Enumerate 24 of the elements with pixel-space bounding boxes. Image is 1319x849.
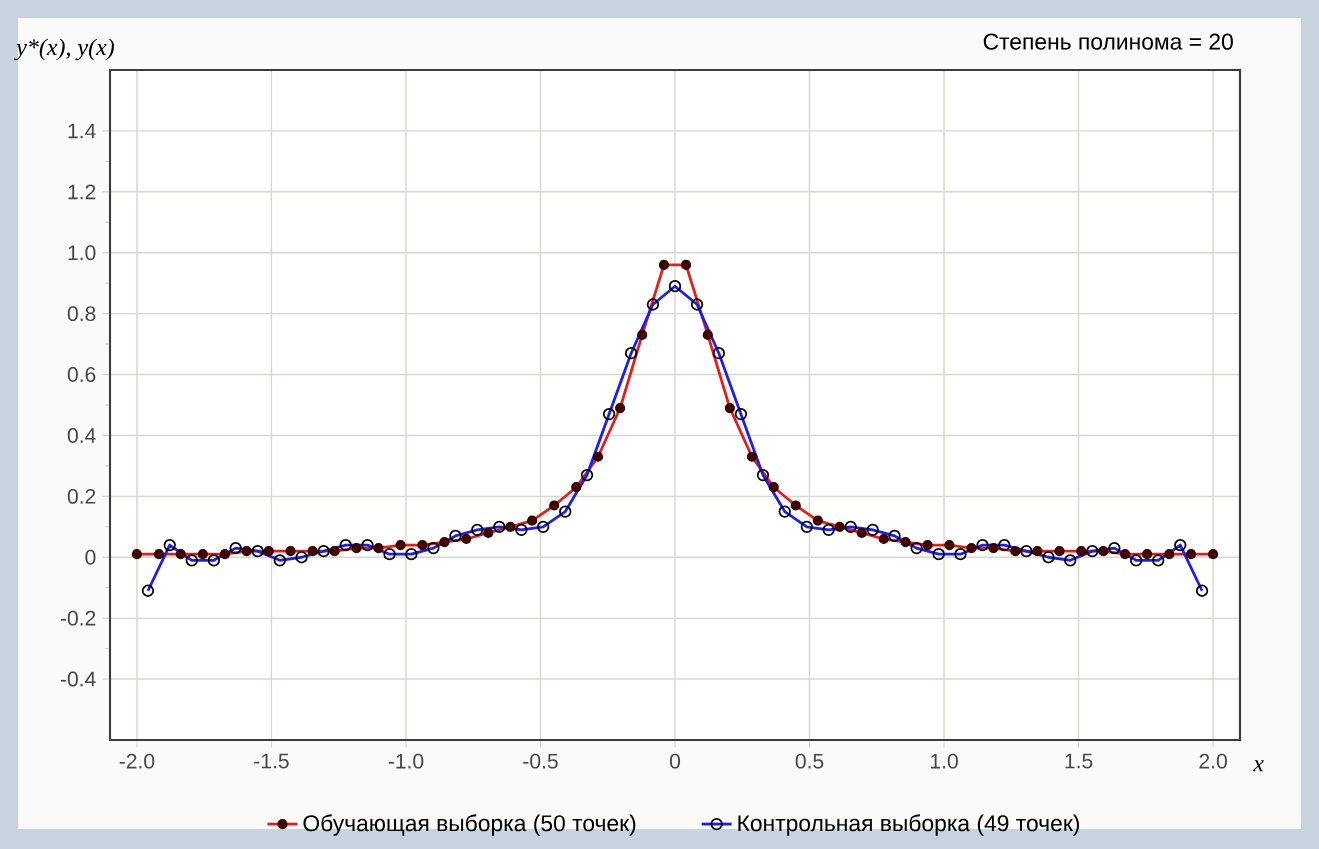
x-tick-label: -0.5 [523,753,558,769]
x-axis-title: x [1252,760,1264,772]
y-tick-label: -0.2 [60,610,96,626]
y-tick-label: -0.4 [60,671,96,687]
legend-label: Обучающая выборка (50 точек) [303,814,636,836]
x-tick-label: 1.5 [1065,753,1093,769]
x-tick-label: 0 [669,753,681,769]
y-tick-label: 0 [85,549,96,565]
x-tick-label: -1.5 [254,753,289,769]
x-tick-label: -1.0 [388,753,424,769]
y-tick-label: 1.2 [68,184,96,200]
legend-label: Контрольная выборка (49 точек) [738,814,1079,836]
x-tick-label: 2.0 [1199,753,1227,769]
x-tick-label: 0.5 [795,753,824,769]
y-tick-label: 1.4 [68,123,96,139]
chart-title: Степень полинома = 20 [983,33,1233,50]
y-tick-label: 0.8 [67,306,96,322]
x-tick-label: -2.0 [119,753,155,769]
y-tick-label: 0.6 [67,367,96,382]
y-axis-title: y*(x), y(x) [14,38,114,61]
y-tick-label: 0.2 [67,488,96,504]
y-tick-label: 1.0 [68,245,96,261]
y-tick-label: 0.4 [67,427,96,443]
x-tick-label: 1.0 [930,753,958,769]
